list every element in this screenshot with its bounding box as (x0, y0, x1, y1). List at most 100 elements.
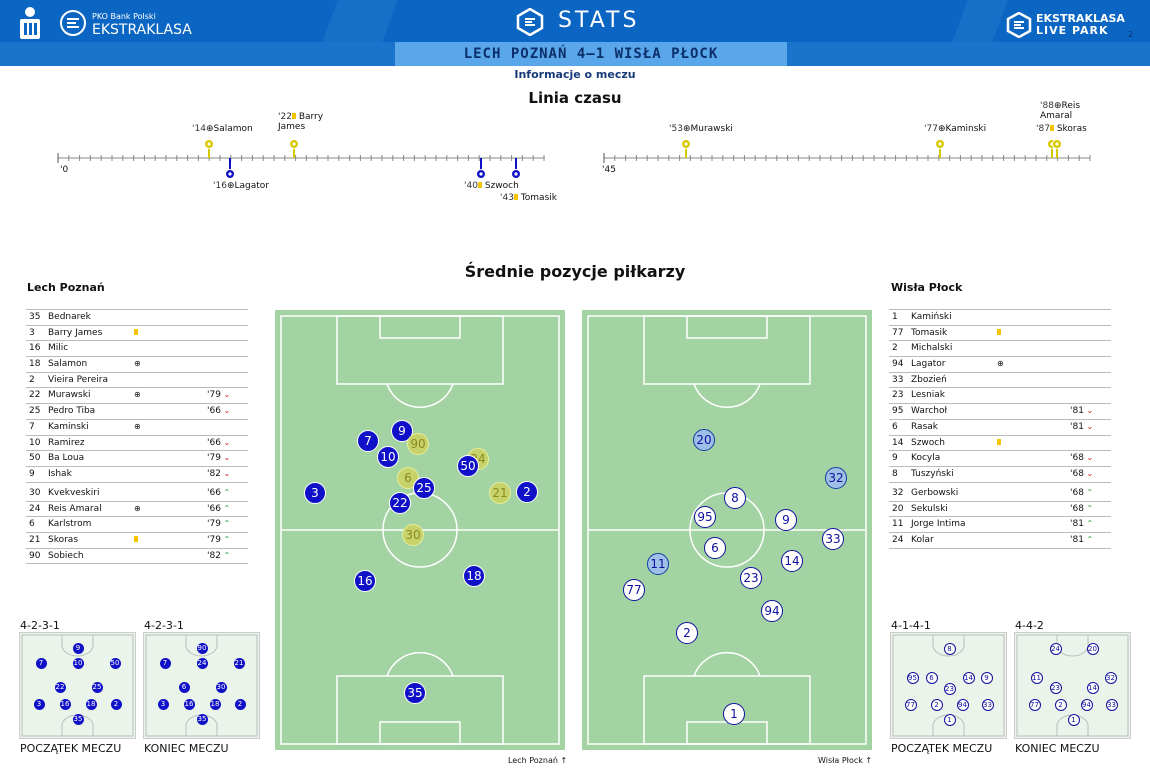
match-info-link[interactable]: Informacje o meczu (514, 68, 636, 81)
timeline: '0 '45 '14⊕Salamon '22 Barry James '53⊕M… (0, 100, 1150, 210)
sub-out-arrow-icon: ⌄ (1083, 453, 1094, 463)
ball-icon: ⊕ (205, 124, 214, 134)
roster-row: 33 Zbozień (889, 373, 1111, 389)
player-name: Bednarek (48, 312, 91, 322)
formation-player-marker: 2 (234, 698, 246, 710)
player-number: 23 (892, 390, 904, 401)
yellow-card-icon (997, 438, 1001, 445)
event-skoras-card: '87 Skoras (1036, 124, 1087, 134)
substitution-minute: '66 ⌃ (207, 488, 231, 498)
formation-player-marker: 6 (925, 671, 938, 684)
player-position-marker: 77 (623, 579, 645, 601)
player-name: Pedro Tiba (48, 406, 96, 417)
player-name: Vieira Pereira (48, 374, 108, 385)
player-number: 77 (892, 327, 904, 338)
player-position-marker: 90 (407, 433, 429, 455)
formation-player-marker: 18 (85, 698, 97, 710)
roster-row: 94 Lagator ⊕ (889, 357, 1111, 373)
timeline-marker-murawski (681, 139, 691, 158)
away-positions-pitch: 20 32 8 95 9 33 6 14 11 23 77 94 2 1 (582, 310, 872, 750)
sub-in-arrow-icon: ⌃ (1083, 519, 1094, 529)
yellow-card-icon (134, 328, 138, 335)
player-position-marker: 6 (704, 537, 726, 559)
player-number: 95 (892, 406, 904, 417)
formation-player-marker: 95 (906, 671, 919, 684)
formation-player-marker: 33 (1105, 698, 1118, 711)
formation-player-marker: 94 (1080, 698, 1093, 711)
event-lagator-goal: '16⊕Lagator (213, 181, 269, 191)
formation-player-marker: 3 (33, 698, 45, 710)
roster-row: 1 Kamiński (889, 310, 1111, 326)
ball-icon: ⊕ (134, 359, 141, 369)
event-murawski-goal: '53⊕Murawski (669, 124, 733, 134)
player-name: Salamon (48, 359, 88, 370)
yellow-card-icon (1049, 125, 1054, 131)
player-position-marker: 9 (775, 509, 797, 531)
yellow-card-icon (291, 113, 296, 119)
formation-player-marker: 77 (1028, 698, 1041, 711)
formation-player-marker: 8 (943, 642, 956, 655)
home-start-label: POCZĄTEK MECZU (20, 742, 122, 755)
player-number: 9 (29, 468, 35, 479)
roster-row: 30 Kvekveskiri '66 ⌃ (26, 486, 248, 502)
player-number: 9 (892, 453, 898, 464)
substitution-minute: '81 ⌃ (1070, 535, 1094, 546)
player-position-marker: 14 (781, 550, 803, 572)
player-name: Murawski (48, 390, 91, 401)
player-number: 16 (29, 343, 41, 354)
away-end-label: KONIEC MECZU (1015, 742, 1100, 755)
first-half-start-label: '0 (60, 165, 69, 175)
away-end-formation: 4-4-2 (1015, 619, 1044, 632)
substitution-minute: '79 ⌄ (207, 453, 231, 464)
substitution-minute: '81 ⌃ (1070, 519, 1094, 530)
home-subs-list: 30 Kvekveskiri '66 ⌃ 24 Reis Amaral ⊕ '66 ⌃ 6 Ka… (26, 486, 248, 565)
sub-out-arrow-icon: ⌄ (220, 406, 231, 416)
substitution-minute: '66 ⌄ (207, 406, 231, 417)
timeline-title: Linia czasu (528, 89, 622, 107)
player-name: Szwoch (911, 437, 945, 448)
player-number: 20 (892, 503, 904, 514)
roster-row: 9 Ishak '82 ⌄ (26, 467, 248, 483)
live-park-logo[interactable]: EKSTRAKLASA LIVE PARK (1006, 10, 1136, 40)
formation-player-marker: 1 (943, 713, 956, 726)
player-name: Skoras (48, 535, 79, 546)
player-name: Zbozień (911, 374, 947, 385)
league-logo-left[interactable]: PKO Bank Polski EKSTRAKLASA (14, 6, 214, 40)
live-park-top-label: EKSTRAKLASA (1036, 12, 1125, 25)
formation-player-marker: 2 (930, 698, 943, 711)
substitution-minute: '79 ⌃ (207, 535, 231, 546)
formation-player-marker: 18 (209, 698, 221, 710)
event-barry-james-card: '22 Barry James (278, 112, 324, 132)
substitution-minute: '81 ⌄ (1070, 406, 1094, 417)
away-start-formation: 4-1-4-1 (891, 619, 931, 632)
live-park-bottom-label: LIVE PARK (1036, 24, 1109, 37)
player-number: 14 (892, 437, 904, 448)
roster-row: 16 Milic (26, 341, 248, 358)
formation-player-marker: 14 (1086, 681, 1099, 694)
ball-icon: ⊕ (134, 421, 141, 431)
formation-player-marker: 23 (943, 682, 956, 695)
timeline-marker-salamon (204, 139, 214, 158)
roster-row: 24 Reis Amaral ⊕ '66 ⌃ (26, 502, 248, 518)
stats-title: STATS (558, 8, 640, 33)
player-position-marker: 1 (723, 703, 745, 725)
roster-row: 35 Bednarek (26, 310, 248, 326)
home-start-formation: 4-2-3-1 (20, 619, 60, 632)
roster-row: 21 Skoras '79 ⌃ (26, 533, 248, 549)
away-start-formation-pitch: 8 95 6 14 9 23 77 2 94 33 1 (890, 632, 1007, 739)
player-number: 24 (892, 535, 904, 546)
player-position-marker: 18 (463, 565, 485, 587)
player-number: 11 (892, 519, 904, 530)
sub-out-arrow-icon: ⌄ (220, 437, 231, 447)
timeline-marker-barry-james (289, 139, 299, 158)
ball-icon: ⊕ (997, 359, 1004, 369)
player-name: Milic (48, 343, 69, 354)
player-number: 24 (29, 503, 41, 514)
player-number: 6 (29, 519, 35, 530)
formation-player-marker: 20 (1086, 642, 1099, 655)
player-number: 90 (29, 550, 41, 561)
roster-row: 22 Murawski ⊕ '79 ⌄ (26, 388, 248, 405)
timeline-marker-reis-amaral (1052, 139, 1062, 158)
bank-label: PKO Bank Polski (92, 12, 156, 21)
substitution-minute: '82 ⌃ (207, 550, 231, 561)
